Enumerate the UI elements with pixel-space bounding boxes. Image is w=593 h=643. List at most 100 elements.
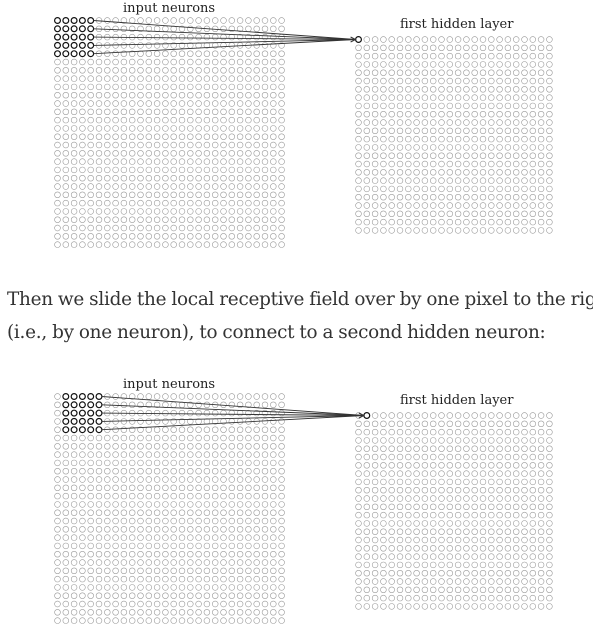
input-neuron [253,125,260,132]
input-neuron [278,393,285,400]
input-neuron [112,25,119,32]
hidden-neuron [521,61,528,68]
hidden-neuron [446,61,453,68]
input-neuron [203,116,211,124]
input-neuron [236,166,244,174]
input-neuron [153,241,161,248]
input-neuron [245,175,252,182]
input-neuron [170,492,177,500]
input-neuron [253,58,260,66]
input-neuron [278,542,285,550]
hidden-neuron [413,110,420,118]
input-neuron [95,592,103,599]
input-neuron [62,492,70,500]
hidden-neuron [405,420,412,427]
hidden-neuron [363,603,370,610]
input-neuron [203,567,211,575]
input-neuron [203,133,211,140]
hidden-neuron [355,185,362,193]
input-neuron [120,100,128,107]
hidden-neuron [388,36,395,43]
input-neuron [62,609,70,616]
hidden-neuron [496,177,503,184]
hidden-neuron [405,445,412,452]
input-neuron [253,492,260,500]
hidden-neuron [463,169,470,176]
hidden-neuron [396,102,404,110]
input-neuron [270,584,277,591]
input-neuron [245,584,252,591]
hidden-neuron [463,445,470,452]
input-neuron [261,216,269,223]
hidden-neuron [537,594,545,602]
input-neuron [70,476,78,483]
input-neuron [153,83,161,91]
hidden-neuron [446,127,453,135]
hidden-neuron [438,561,445,569]
hidden-neuron [438,511,445,519]
hidden-neuron [388,594,395,602]
hidden-neuron [488,177,495,184]
hidden-neuron [454,412,462,419]
input-neuron [70,108,78,116]
hidden-neuron [488,570,495,577]
hidden-neuron [529,144,536,151]
input-neuron [228,426,236,433]
hidden-neuron [537,453,545,461]
input-neuron [87,241,94,248]
input-neuron [112,50,119,57]
input-neuron [228,617,236,624]
input-neuron [95,584,103,591]
hidden-neuron [488,462,495,469]
input-neuron [236,141,244,149]
input-neuron [170,17,177,24]
input-neuron [195,559,202,566]
input-neuron [245,476,252,483]
hidden-neuron [521,437,528,444]
input-neuron [170,451,177,458]
input-neuron [245,534,252,541]
input-neuron [137,393,144,400]
input-neuron [62,191,70,199]
hidden-neuron [488,495,495,502]
input-neuron [104,158,111,165]
hidden-neuron [521,202,528,209]
input-neuron [236,25,244,32]
hidden-neuron [430,210,437,218]
input-neuron [187,559,194,566]
hidden-neuron [537,511,545,519]
hidden-neuron [479,227,487,234]
input-neuron [253,426,260,433]
input-neuron [137,459,144,467]
input-neuron [195,233,202,240]
input-neuron [70,91,78,99]
input-neuron [54,125,61,132]
input-neuron [112,484,119,492]
hidden-neuron [421,36,429,43]
input-neuron [253,443,260,450]
input-neuron [79,467,86,475]
input-neuron [79,108,86,116]
hidden-neuron [371,545,379,552]
input-neuron [95,534,103,541]
input-neuron [87,484,94,492]
input-neuron [129,534,136,541]
input-neuron [228,50,236,57]
hidden-neuron [529,511,536,519]
input-neuron [54,609,61,616]
hidden-neuron [355,77,362,85]
hidden-neuron [479,127,487,135]
input-neuron [187,125,194,132]
hidden-neuron [521,520,528,527]
hidden-neuron [537,536,545,544]
input-neuron [278,91,285,99]
input-neuron [270,241,277,248]
hidden-neuron [363,119,370,126]
input-neuron [120,133,128,140]
input-neuron [104,75,111,82]
input-neuron [203,108,211,116]
hidden-neuron [512,528,520,535]
input-neuron [153,542,161,550]
hidden-neuron [388,536,395,544]
input-neuron [120,509,128,516]
